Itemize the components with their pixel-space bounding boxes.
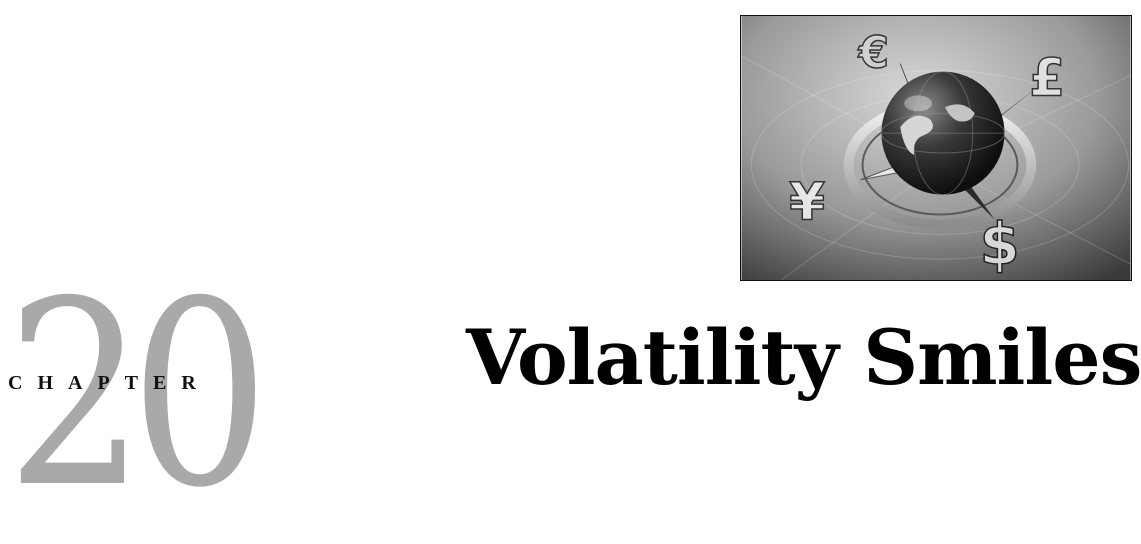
pound-symbol: £: [1029, 48, 1065, 108]
chapter-opening-image: € £ ¥ $: [740, 15, 1132, 281]
euro-symbol: €: [858, 28, 889, 79]
dollar-symbol: $: [980, 211, 1020, 278]
chapter-number: 20: [6, 247, 270, 544]
chapter-title: Volatility Smiles: [466, 313, 1141, 402]
yen-symbol: ¥: [789, 172, 825, 232]
chapter-label: CHAPTER: [8, 372, 211, 394]
globe-compass-illustration: € £ ¥ $: [741, 16, 1131, 280]
